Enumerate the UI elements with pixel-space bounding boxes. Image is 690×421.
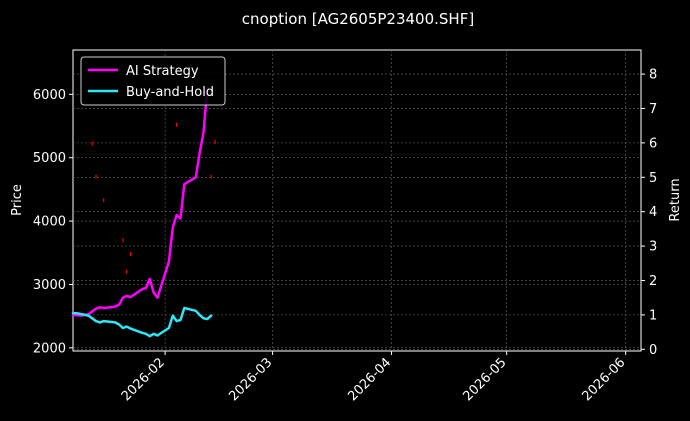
y-left-tick-label: 6000 (33, 88, 66, 103)
y-right-tick-label: 7 (649, 102, 657, 117)
legend-label-ai-strategy: AI Strategy (126, 64, 199, 79)
series-line-buy-and-hold (71, 306, 213, 338)
chart-title: cnoption [AG2605P23400.SHF] (242, 10, 474, 28)
x-tick-label: 2026-06 (579, 355, 628, 404)
y-right-tick-label: 8 (649, 68, 657, 83)
grid (73, 50, 641, 351)
y-right-tick-label: 5 (649, 171, 657, 186)
series-line-ai-strategy (71, 86, 209, 317)
legend: AI Strategy Buy-and-Hold (80, 56, 226, 106)
legend-label-buy-and-hold: Buy-and-Hold (126, 85, 214, 100)
series-lines (71, 86, 213, 338)
y-right-tick-label: 0 (649, 343, 657, 358)
y-left-tick-label: 4000 (33, 215, 66, 230)
y-left-tick-label: 5000 (33, 151, 66, 166)
x-tick-label: 2026-03 (226, 355, 275, 404)
y-right-tick-label: 4 (649, 205, 657, 220)
x-tick-label: 2026-02 (119, 355, 168, 404)
y-right-axis-label: Return (668, 178, 683, 221)
y-right-tick-label: 3 (649, 240, 657, 255)
y-right-tick-label: 2 (649, 274, 657, 289)
y-left-tick-label: 2000 (33, 341, 66, 356)
y-left-tick-label: 3000 (33, 278, 66, 293)
y-right-tick-label: 6 (649, 136, 657, 151)
y-right-tick-label: 1 (649, 308, 657, 323)
y-left-axis-label: Price (10, 184, 25, 216)
x-tick-label: 2026-05 (460, 355, 509, 404)
x-tick-label: 2026-04 (345, 355, 394, 404)
